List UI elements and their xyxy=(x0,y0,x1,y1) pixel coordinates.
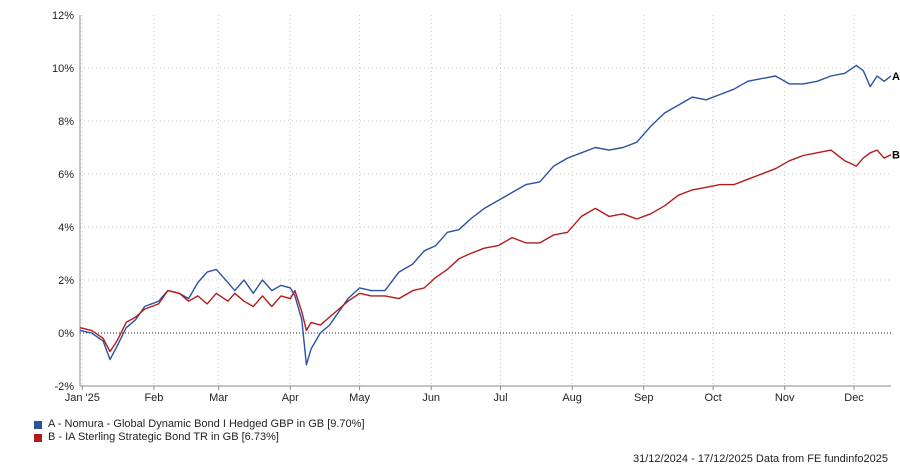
y-tick-label: 10% xyxy=(52,63,74,75)
x-tick-label: Dec xyxy=(844,392,864,404)
x-tick-label: May xyxy=(349,392,370,404)
x-tick-label: Sep xyxy=(634,392,654,404)
x-tick-label: Aug xyxy=(562,392,582,404)
date-range-source-footer: 31/12/2024 - 17/12/2025 Data from FE fun… xyxy=(632,453,888,465)
legend-label-a: A - Nomura - Global Dynamic Bond I Hedge… xyxy=(48,418,365,430)
y-tick-label: 6% xyxy=(58,169,74,181)
legend-item-b: B - IA Sterling Strategic Bond TR in GB … xyxy=(34,431,365,444)
series-end-label-a: A xyxy=(892,71,900,83)
chart-canvas: -2% 0% 2% 4% 6% 8% 10% 12% Jan '25 Feb Mar Apr May Ju… xyxy=(52,10,900,404)
legend-swatch-a xyxy=(34,420,42,429)
x-tick-label: Jan '25 xyxy=(65,392,100,404)
x-tick-label: Oct xyxy=(705,392,722,404)
series-line-a xyxy=(79,64,892,366)
series-end-label-b: B xyxy=(892,150,900,162)
y-tick-label: -2% xyxy=(54,381,74,393)
x-tick-label: Nov xyxy=(775,392,795,404)
y-tick-label: 0% xyxy=(58,328,74,340)
y-tick-label: 8% xyxy=(58,116,74,128)
legend-swatch-b xyxy=(34,433,42,442)
x-tick-label: Feb xyxy=(144,392,163,404)
x-tick-label: Jul xyxy=(493,392,507,404)
legend-label-b: B - IA Sterling Strategic Bond TR in GB … xyxy=(48,431,279,443)
x-tick-label: Jun xyxy=(422,392,440,404)
y-tick-label: 12% xyxy=(52,10,74,22)
legend: A - Nomura - Global Dynamic Bond I Hedge… xyxy=(34,418,365,444)
x-tick-label: Mar xyxy=(209,392,228,404)
x-tick-label: Apr xyxy=(282,392,299,404)
series-line-b xyxy=(79,149,892,353)
legend-item-a: A - Nomura - Global Dynamic Bond I Hedge… xyxy=(34,418,365,431)
y-tick-label: 4% xyxy=(58,222,74,234)
y-tick-label: 2% xyxy=(58,275,74,287)
